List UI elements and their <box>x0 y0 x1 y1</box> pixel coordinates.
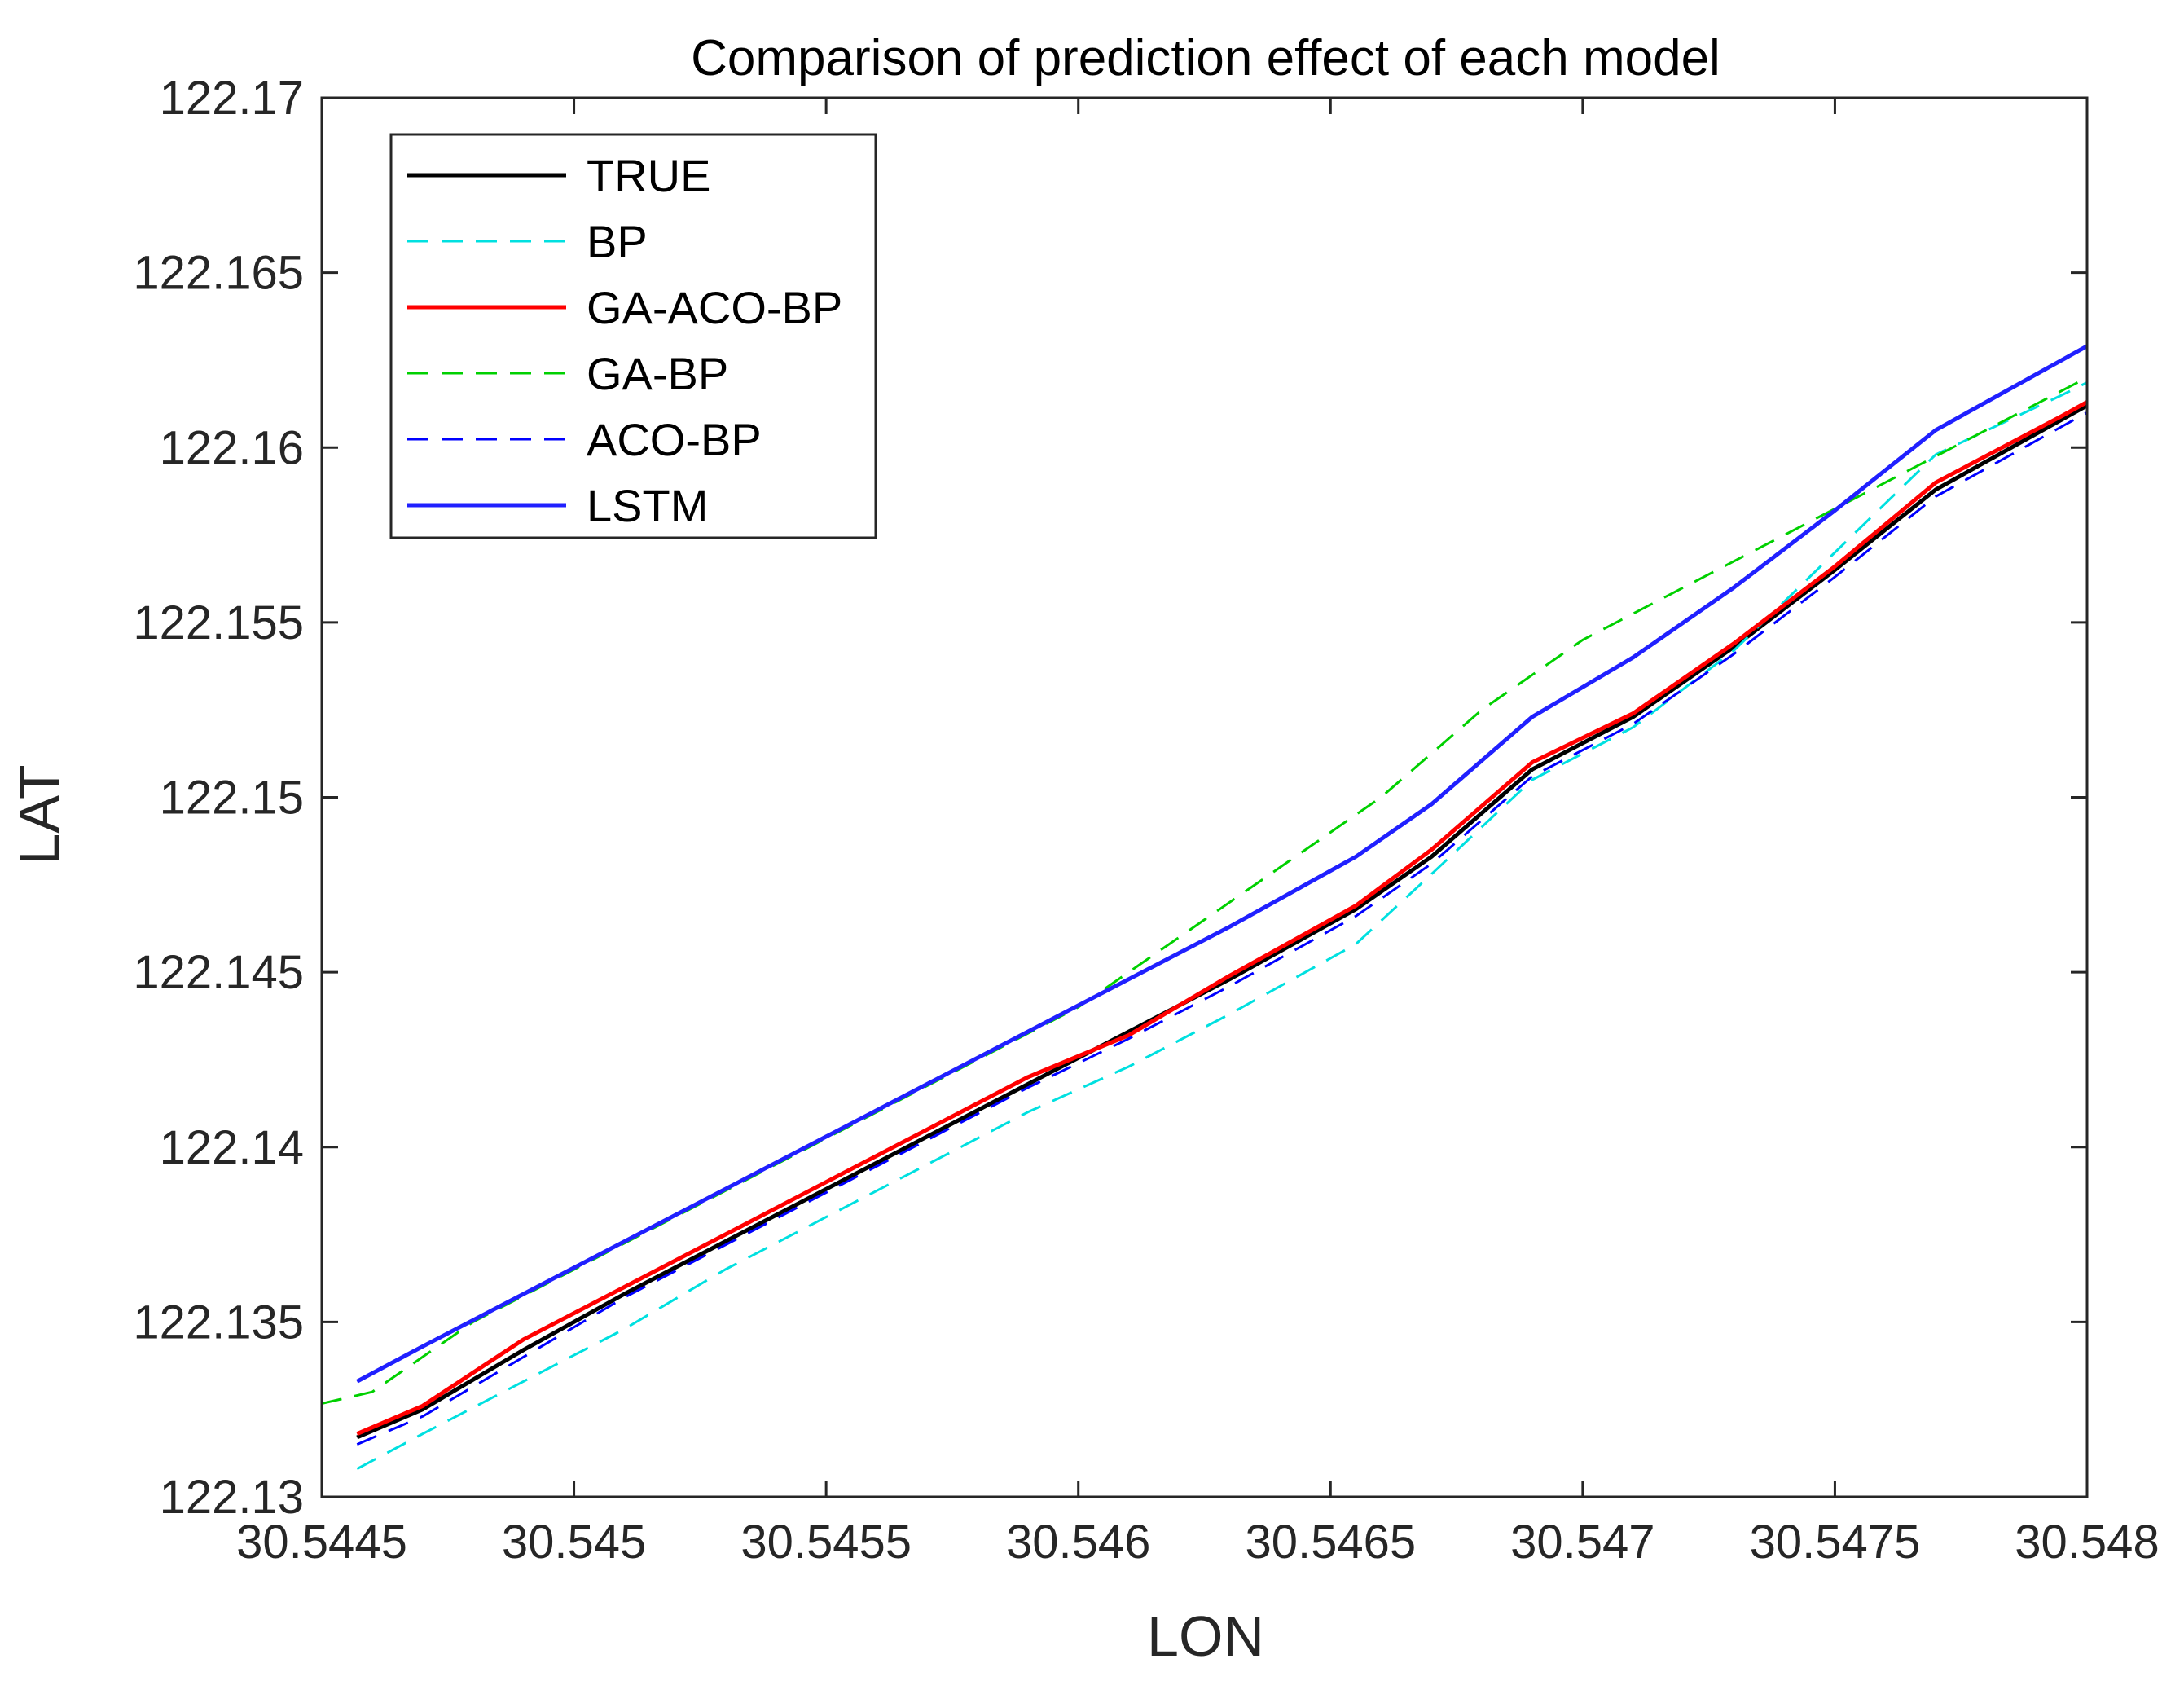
y-tick-label: 122.16 <box>160 421 304 474</box>
x-tick-label: 30.546 <box>1006 1516 1150 1569</box>
legend: TRUE BP GA-ACO-BP GA-BP ACO-BP LSTM <box>389 133 877 539</box>
legend-label-ga-aco-bp: GA-ACO-BP <box>587 282 842 333</box>
x-tick-label: 30.548 <box>2015 1516 2159 1569</box>
plot-area <box>322 343 2087 1471</box>
series-line-bp <box>356 381 2087 1471</box>
y-axis-label: LAT <box>7 764 71 865</box>
x-tick-label: 30.5455 <box>740 1516 912 1569</box>
legend-label-lstm: LSTM <box>587 480 708 531</box>
axis-ticks: 30.5445 30.545 30.5455 30.546 30.5465 30.547 3… <box>133 72 2159 1569</box>
axes-box <box>320 96 2089 1498</box>
series-line-lstm <box>356 343 2087 1384</box>
y-tick-label: 122.15 <box>160 772 304 825</box>
y-tick-label: 122.165 <box>133 247 304 300</box>
y-tick-label: 122.155 <box>133 596 304 649</box>
y-tick-label: 122.14 <box>160 1121 304 1174</box>
x-axis-label: LON <box>1147 1604 1264 1668</box>
legend-label-bp: BP <box>587 216 648 267</box>
x-tick-label: 30.5475 <box>1750 1516 1921 1569</box>
x-tick-label: 30.5465 <box>1245 1516 1416 1569</box>
x-tick-label: 30.547 <box>1510 1516 1654 1569</box>
y-tick-label: 122.145 <box>133 946 304 999</box>
x-tick-label: 30.545 <box>502 1516 646 1569</box>
y-tick-label: 122.17 <box>160 72 304 125</box>
y-tick-label: 122.135 <box>133 1296 304 1349</box>
series-line-aco-bp <box>356 411 2087 1446</box>
y-tick-label: 122.13 <box>160 1471 304 1524</box>
legend-label-true: TRUE <box>587 150 710 201</box>
chart-title: Comparison of prediction effect of each … <box>691 30 1720 86</box>
series-line-true <box>356 403 2087 1440</box>
legend-label-aco-bp: ACO-BP <box>587 414 762 465</box>
legend-box <box>389 133 877 539</box>
x-tick-label: 30.5445 <box>236 1516 407 1569</box>
legend-label-ga-bp: GA-BP <box>587 348 728 399</box>
series-line-ga-aco-bp <box>356 399 2087 1436</box>
